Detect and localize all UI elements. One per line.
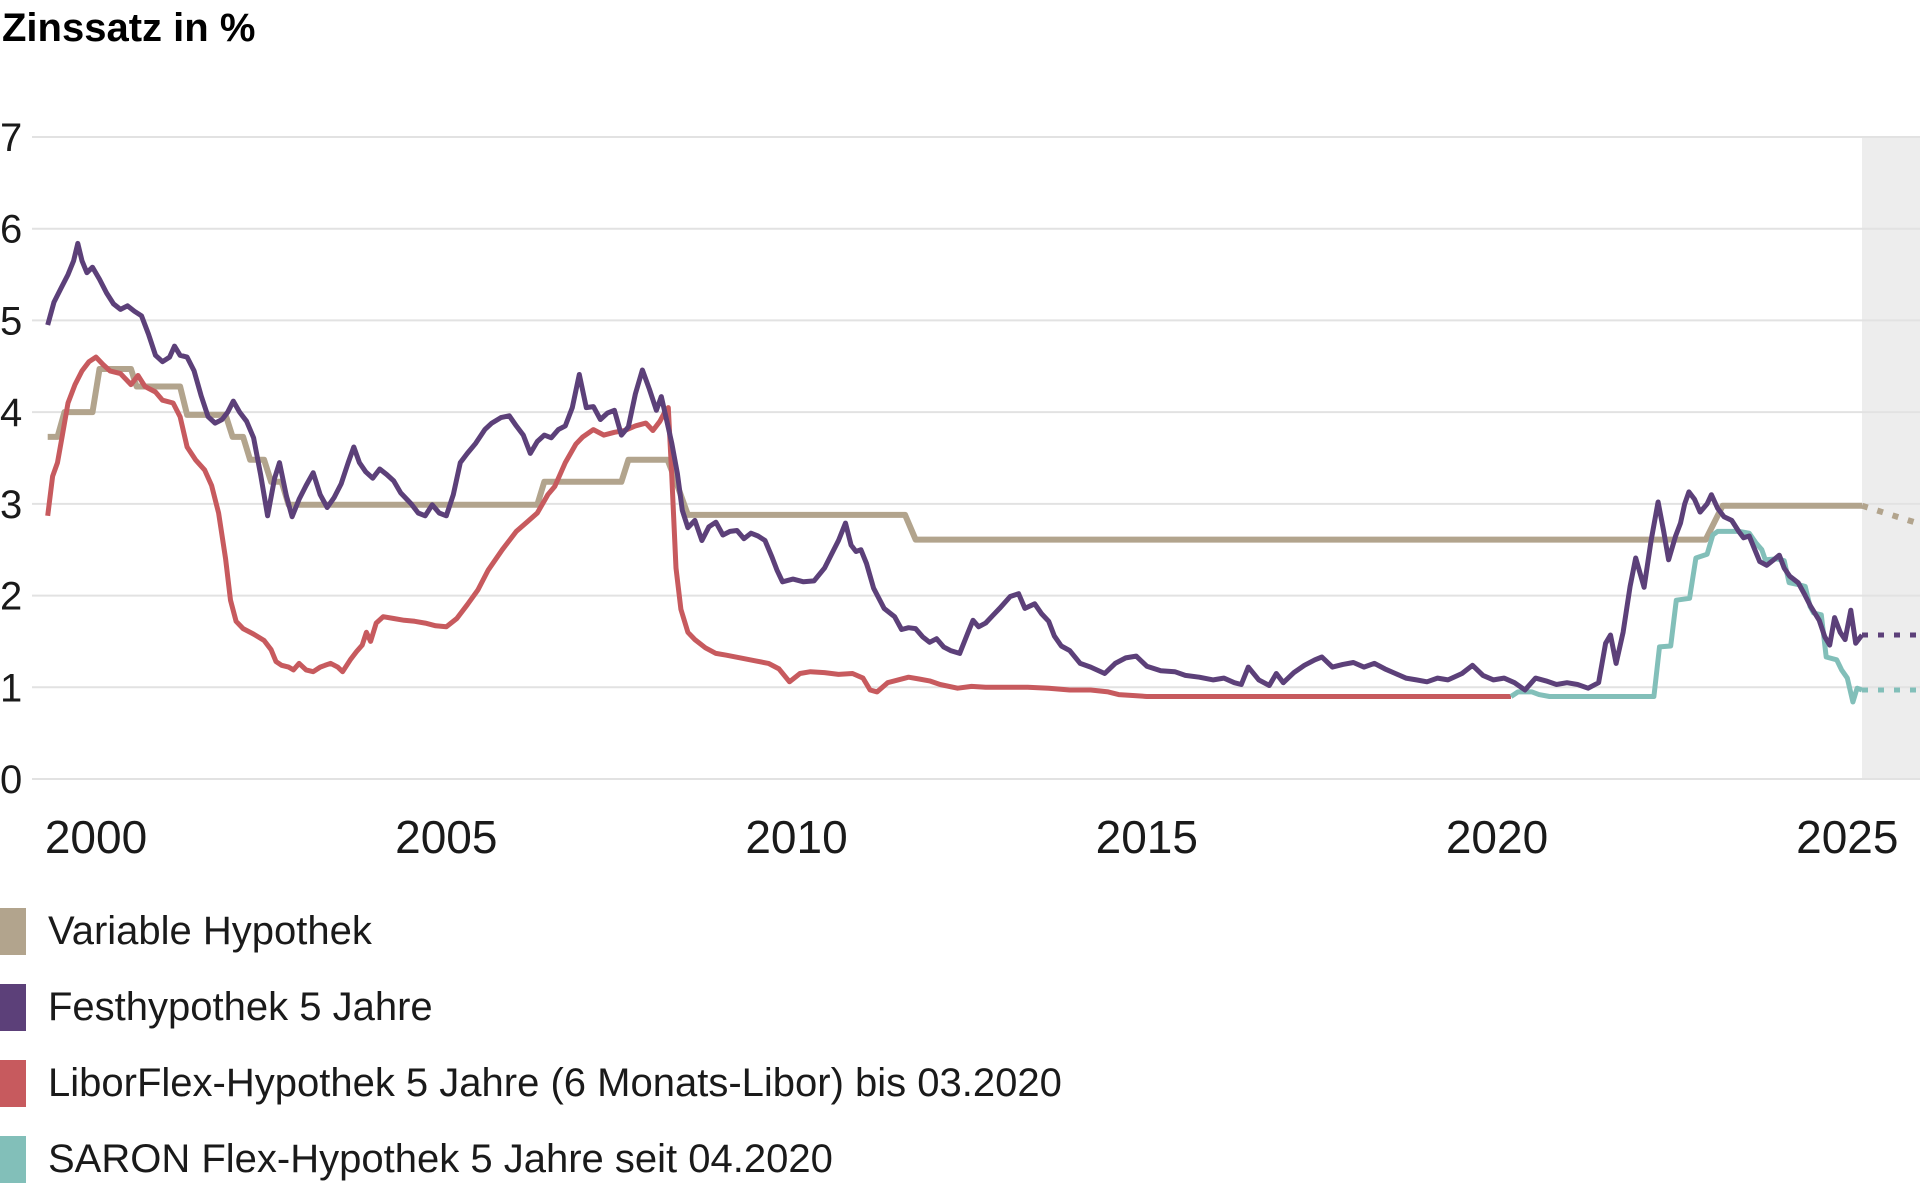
series-line-festhypothek-5-jahre [45,240,1864,693]
legend-label: SARON Flex-Hypothek 5 Jahre seit 04.2020 [48,1137,833,1181]
x-tick-label: 2005 [395,811,497,863]
y-tick-label: 6 [0,208,22,252]
y-tick-label: 0 [0,758,22,802]
y-tick-label: 1 [0,666,22,710]
forecast-line-variable-hypothek [1861,502,1919,526]
legend-item-saron-flex-hypothek: SARON Flex-Hypothek 5 Jahre seit 04.2020 [0,1136,1062,1183]
legend-item-liborflex-hypothek: LiborFlex-Hypothek 5 Jahre (6 Monats-Lib… [0,1060,1062,1107]
series-line-variable-hypothek [47,366,1862,543]
legend: Variable Hypothek Festhypothek 5 Jahre Lib… [0,908,1062,1199]
legend-item-variable-hypothek: Variable Hypothek [0,908,1062,955]
x-tick-label: 2000 [45,811,147,863]
y-tick-label: 5 [0,299,22,343]
x-tick-label: 2025 [1796,811,1898,863]
y-tick-label: 2 [0,575,22,619]
legend-label: LiborFlex-Hypothek 5 Jahre (6 Monats-Lib… [48,1061,1062,1105]
chart-title: Zinssatz in % [2,6,256,50]
series-line-saron-flex-hypothek [1509,528,1863,705]
y-tick-label: 3 [0,483,22,527]
legend-swatch-liborflex-hypothek [0,1060,26,1107]
legend-item-festhypothek-5-jahre: Festhypothek 5 Jahre [0,984,1062,1031]
line-chart: 0 1 2 3 4 5 6 7 2000 2005 2010 2015 2020 2025 [0,116,1920,863]
x-tick-label: 2015 [1096,811,1198,863]
x-tick-label: 2010 [745,811,847,863]
legend-label: Festhypothek 5 Jahre [48,985,433,1029]
forecast-band [1862,138,1920,778]
y-tick-label: 4 [0,391,22,435]
x-tick-label: 2020 [1446,811,1548,863]
legend-swatch-festhypothek-5-jahre [0,984,26,1031]
legend-swatch-variable-hypothek [0,908,26,955]
y-tick-label: 7 [0,116,22,160]
legend-swatch-saron-flex-hypothek [0,1136,26,1183]
legend-label: Variable Hypothek [48,909,372,953]
series-line-liborflex-hypothek [45,354,1511,699]
